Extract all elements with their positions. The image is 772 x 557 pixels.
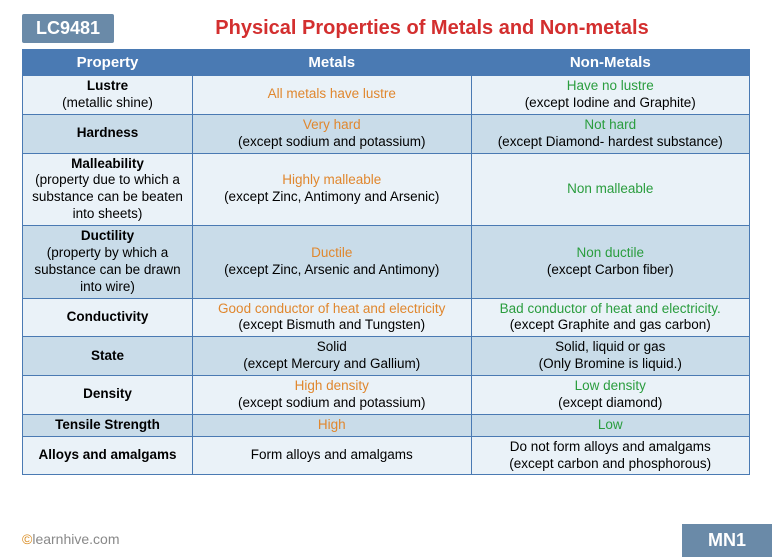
page: LC9481 Physical Properties of Metals and… <box>0 0 772 475</box>
page-title: Physical Properties of Metals and Non-me… <box>114 17 750 40</box>
property-name: Density <box>27 386 188 403</box>
nonmetals-exception: (except diamond) <box>476 395 746 412</box>
metals-cell: Ductile(except Zinc, Arsenic and Antimon… <box>193 226 472 299</box>
table-row: Tensile Strength High Low <box>23 414 750 436</box>
property-name: Ductility <box>27 228 188 245</box>
footer-code-badge: MN1 <box>682 524 772 557</box>
table-row: Hardness Very hard(except sodium and pota… <box>23 114 750 153</box>
property-name: Malleability <box>27 156 188 173</box>
metals-cell: All metals have lustre <box>193 76 472 115</box>
table-row: Malleability(property due to which a sub… <box>23 153 750 226</box>
nonmetals-exception: (Only Bromine is liquid.) <box>476 356 746 373</box>
property-subtext: (property due to which a substance can b… <box>27 172 188 223</box>
metals-exception: (except Zinc, Antimony and Arsenic) <box>197 189 467 206</box>
nonmetals-cell: Solid, liquid or gas(Only Bromine is liq… <box>471 337 750 376</box>
property-cell: Lustre(metallic shine) <box>23 76 193 115</box>
nonmetals-main: Bad conductor of heat and electricity. <box>476 301 746 318</box>
table-row: Ductility(property by which a substance … <box>23 226 750 299</box>
table-row: Conductivity Good conductor of heat and e… <box>23 298 750 337</box>
metals-main: Form alloys and amalgams <box>197 447 467 464</box>
metals-exception: (except sodium and potassium) <box>197 134 467 151</box>
nonmetals-main: Non ductile <box>476 245 746 262</box>
metals-cell: Form alloys and amalgams <box>193 436 472 475</box>
metals-main: Very hard <box>197 117 467 134</box>
nonmetals-exception: (except Diamond- hardest substance) <box>476 134 746 151</box>
nonmetals-cell: Have no lustre(except Iodine and Graphit… <box>471 76 750 115</box>
nonmetals-cell: Bad conductor of heat and electricity.(e… <box>471 298 750 337</box>
table-row: Lustre(metallic shine)All metals have lu… <box>23 76 750 115</box>
brand-accent: © <box>22 531 32 547</box>
metals-main: High density <box>197 378 467 395</box>
brand-text: learnhive.com <box>32 531 119 547</box>
metals-cell: High <box>193 414 472 436</box>
table-row: StateSolid(except Mercury and Gallium)So… <box>23 337 750 376</box>
properties-table: Property Metals Non-Metals Lustre(metall… <box>22 49 750 475</box>
nonmetals-exception: (except Graphite and gas carbon) <box>476 317 746 334</box>
col-property: Property <box>23 50 193 76</box>
property-cell: Density <box>23 376 193 415</box>
property-cell: Conductivity <box>23 298 193 337</box>
col-metals: Metals <box>193 50 472 76</box>
metals-cell: High density(except sodium and potassium… <box>193 376 472 415</box>
nonmetals-cell: Non malleable <box>471 153 750 226</box>
metals-exception: (except Mercury and Gallium) <box>197 356 467 373</box>
nonmetals-cell: Non ductile(except Carbon fiber) <box>471 226 750 299</box>
nonmetals-main: Low <box>476 417 746 434</box>
metals-cell: Very hard(except sodium and potassium) <box>193 114 472 153</box>
property-cell: Ductility(property by which a substance … <box>23 226 193 299</box>
metals-cell: Solid(except Mercury and Gallium) <box>193 337 472 376</box>
metals-main: High <box>197 417 467 434</box>
property-cell: Malleability(property due to which a sub… <box>23 153 193 226</box>
metals-main: Highly malleable <box>197 172 467 189</box>
property-subtext: (metallic shine) <box>27 95 188 112</box>
col-nonmetals: Non-Metals <box>471 50 750 76</box>
brand-footer: ©learnhive.com <box>22 531 119 547</box>
table-header-row: Property Metals Non-Metals <box>23 50 750 76</box>
property-cell: Tensile Strength <box>23 414 193 436</box>
property-name: Hardness <box>27 125 188 142</box>
metals-cell: Highly malleable(except Zinc, Antimony a… <box>193 153 472 226</box>
nonmetals-cell: Low density(except diamond) <box>471 376 750 415</box>
property-cell: Hardness <box>23 114 193 153</box>
nonmetals-main: Do not form alloys and amalgams <box>476 439 746 456</box>
nonmetals-main: Solid, liquid or gas <box>476 339 746 356</box>
property-name: Conductivity <box>27 309 188 326</box>
nonmetals-cell: Do not form alloys and amalgams(except c… <box>471 436 750 475</box>
property-subtext: (property by which a substance can be dr… <box>27 245 188 296</box>
nonmetals-exception: (except carbon and phosphorous) <box>476 456 746 473</box>
lesson-code-badge: LC9481 <box>22 14 114 43</box>
metals-exception: (except Bismuth and Tungsten) <box>197 317 467 334</box>
nonmetals-exception: (except Carbon fiber) <box>476 262 746 279</box>
metals-main: All metals have lustre <box>197 86 467 103</box>
property-cell: Alloys and amalgams <box>23 436 193 475</box>
property-cell: State <box>23 337 193 376</box>
table-row: Density High density(except sodium and po… <box>23 376 750 415</box>
nonmetals-cell: Not hard(except Diamond- hardest substan… <box>471 114 750 153</box>
property-name: State <box>27 348 188 365</box>
metals-cell: Good conductor of heat and electricity(e… <box>193 298 472 337</box>
nonmetals-cell: Low <box>471 414 750 436</box>
metals-exception: (except sodium and potassium) <box>197 395 467 412</box>
nonmetals-main: Not hard <box>476 117 746 134</box>
metals-main: Solid <box>197 339 467 356</box>
metals-exception: (except Zinc, Arsenic and Antimony) <box>197 262 467 279</box>
property-name: Tensile Strength <box>27 417 188 434</box>
metals-main: Ductile <box>197 245 467 262</box>
property-name: Alloys and amalgams <box>27 447 188 464</box>
header-row: LC9481 Physical Properties of Metals and… <box>22 14 750 43</box>
nonmetals-main: Low density <box>476 378 746 395</box>
property-name: Lustre <box>27 78 188 95</box>
nonmetals-main: Non malleable <box>476 181 746 198</box>
metals-main: Good conductor of heat and electricity <box>197 301 467 318</box>
nonmetals-exception: (except Iodine and Graphite) <box>476 95 746 112</box>
nonmetals-main: Have no lustre <box>476 78 746 95</box>
table-row: Alloys and amalgams Form alloys and amalg… <box>23 436 750 475</box>
